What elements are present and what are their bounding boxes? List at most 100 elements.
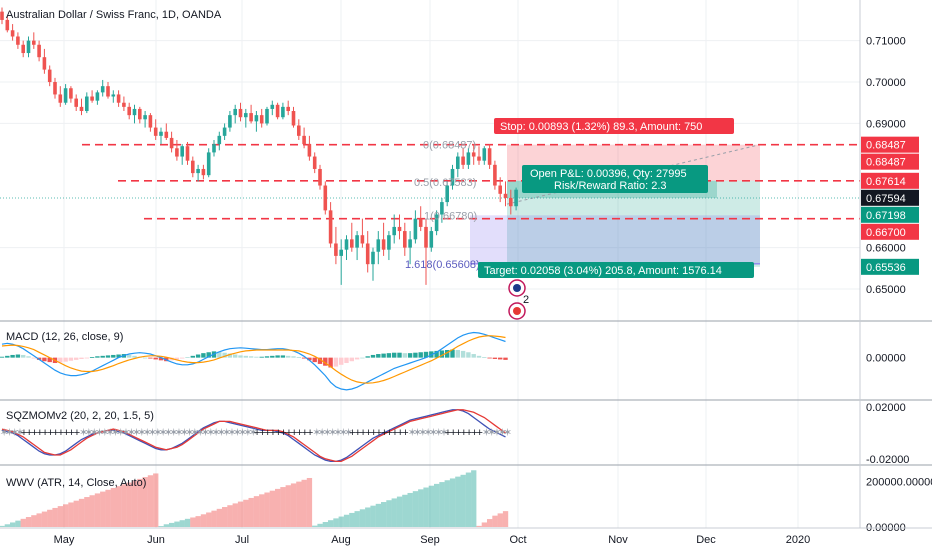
macd-histogram-bar [270,355,275,358]
squeeze-dot: ✶ [5,427,14,439]
horizontal-levels[interactable] [82,143,860,220]
signal-line [1,335,506,384]
target-label[interactable]: Target: 0.02058 (3.04%) 205.8, Amount: 1… [478,262,754,278]
wwv-bar [63,504,69,527]
candle-body [387,235,391,250]
macd-histogram-bar [10,354,15,358]
time-tick-label: Oct [509,534,526,546]
candle-body [270,104,275,109]
squeeze-dot: ✶ [408,427,417,439]
wwv-bar [322,522,328,527]
pnl-label[interactable]: Open P&L: 0.00396, Qty: 27995 Risk/Rewar… [522,165,708,193]
candle-body [100,86,105,93]
position-zones [0,144,860,267]
macd-histogram-bar [148,357,153,359]
macd-histogram-bar [84,357,89,359]
squeeze-dot: ✶ [339,427,348,439]
price-axis-label-text: 0.67614 [866,176,906,188]
macd-histogram-bar [471,354,476,358]
wwv-legend[interactable]: WWV (ATR, 14, Close, Auto) [6,477,146,489]
sqzmom-legend[interactable]: SQZMOMv2 (20, 2, 20, 1.5, 5) [6,410,154,422]
price-axis-label[interactable]: 0.67614 [861,172,919,189]
price-axis-label[interactable]: 0.67198 [861,206,919,223]
candle-body [74,98,78,107]
price-axis-label[interactable]: 0.67594 [861,189,919,206]
candle-body [122,102,126,107]
price-axis-label[interactable]: 0.66700 [861,223,919,240]
wwv-bar [20,518,26,527]
candle-body [275,104,280,118]
macd-histogram-bar [47,357,52,363]
macd-histogram-bar [174,357,180,360]
price-axis-label-text: 0.67594 [866,193,906,205]
candle-body [503,193,508,198]
macd-histogram-bar [15,354,21,358]
wwv-bar [100,491,106,527]
squeeze-dot: + [355,427,361,439]
squeeze-dot: ✶ [127,427,136,439]
squeeze-dot: + [42,427,48,439]
candle-body [32,40,36,45]
stop-label[interactable]: Stop: 0.00893 (1.32%) 89.3, Amount: 750 [494,118,734,134]
squeeze-dot: ✶ [185,427,194,439]
squeeze-dot: ✶ [492,427,501,439]
price-axis-label[interactable]: 0.68487 [861,136,919,153]
macd-histogram-bar [360,357,365,359]
squeeze-dot: ✶ [227,427,236,439]
squeeze-dot: ✶ [164,427,173,439]
squeeze-dot: + [386,427,392,439]
event-markers[interactable]: 2 [508,279,529,320]
price-axis-label[interactable]: 0.65536 [861,258,919,275]
sqzmom-tick-label: 0.02000 [866,402,906,414]
macd-tick-label: 0.00000 [866,353,906,365]
macd-histogram-bar [238,355,243,358]
candle-body [164,131,169,138]
macd-histogram-bar [503,357,508,360]
candle-body [111,94,116,97]
candle-body [482,148,487,161]
price-axis-label-text: 0.68487 [866,140,906,152]
fib-level-label: 1(0.66780) [424,210,477,222]
candle-body [132,108,137,116]
wwv-bar [306,477,313,527]
price-tick-label: 0.70000 [866,77,906,89]
macd-histogram-bar [291,356,296,358]
candle-body [106,86,110,97]
candle-body [334,243,338,256]
fib-level-label: 0.5(0.67583) [414,177,476,189]
macd-histogram-bar [370,354,376,358]
macd-histogram-bar [180,357,185,359]
wwv-bar [84,497,90,527]
candle-body [477,156,481,161]
macd-histogram-bar [100,355,105,358]
price-axis[interactable]: 0.71000 0.70000 0.69000 0.66000 0.65000 0.684… [861,36,932,534]
wwv-bar [105,489,111,527]
macd-histogram-bar [105,355,111,358]
wwv-bar [216,508,222,527]
macd-histogram-bar [397,352,402,358]
price-axis-label[interactable]: 0.68487 [861,153,919,170]
wwv-bar [57,506,63,527]
macd-histogram-bar [423,351,429,358]
wwv-bar [349,512,355,527]
candle-body [413,218,418,240]
macd-histogram-bar [206,352,211,358]
pnl-label-text: Open P&L: 0.00396, Qty: 27995 [530,168,687,180]
macd-histogram-bar [5,355,10,358]
time-axis[interactable]: May Jun Jul Aug Sep Oct Nov Dec 2020 [54,534,811,546]
candle-body [233,108,237,116]
macd-histogram-bar [402,353,407,358]
candle-body [116,94,121,103]
macd-histogram-bar [111,354,116,358]
squeeze-dot: + [450,427,456,439]
wwv-bar [116,486,122,527]
macd-legend[interactable]: MACD (12, 26, close, 9) [6,331,123,343]
wwv-bar [237,501,244,527]
wwv-bar [169,522,175,527]
wwv-bar [190,517,196,527]
squeeze-dot: ✶ [498,427,507,439]
squeeze-dot: ✶ [424,427,433,439]
candle-body [138,108,142,120]
